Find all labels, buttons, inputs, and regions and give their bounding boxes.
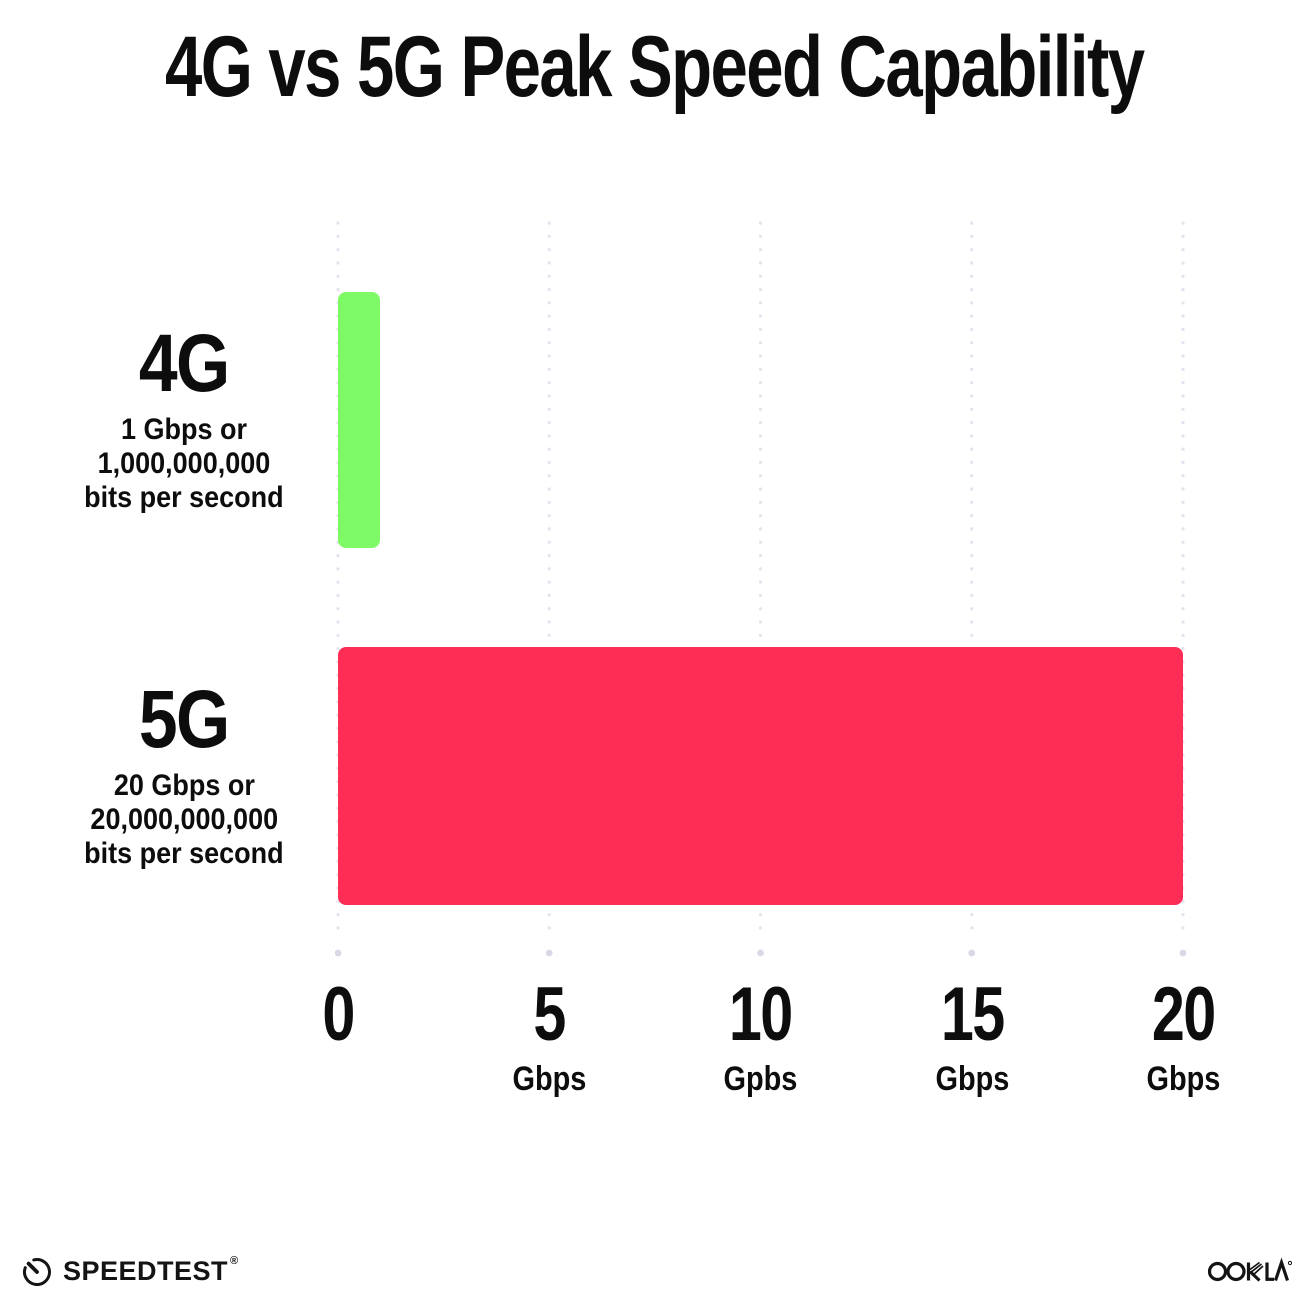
x-tick-20-number: 20 [1151, 972, 1216, 1057]
x-tick-5: 5 Gbps [419, 972, 679, 1098]
ookla-logo [1207, 1256, 1293, 1291]
speedtest-logo: SPEEDTEST ® [20, 1252, 239, 1290]
row-4g-desc-line3: bits per second [84, 480, 284, 514]
x-tick-0: 0 [208, 977, 468, 1096]
row-4g-desc-line2: 1,000,000,000 [97, 446, 271, 480]
x-tick-15-unit: Gbps [935, 1060, 1009, 1098]
speedtest-wordmark: SPEEDTEST ® [63, 1254, 239, 1286]
ookla-letter-k [1246, 1261, 1264, 1282]
x-tick-20: 20 Gbps [1053, 972, 1308, 1098]
row-5g-desc-line3: bits per second [84, 836, 284, 870]
x-tick-10-number: 10 [728, 972, 793, 1057]
x-tick-10: 10 Gpbs [630, 972, 890, 1098]
row-5g-description: 20 Gbps or 20,000,000,000 bits per secon… [73, 769, 295, 871]
ookla-letter-l [1265, 1262, 1274, 1281]
x-tick-15-number: 15 [940, 972, 1005, 1057]
x-tick-5-unit: Gbps [512, 1060, 586, 1098]
bar-4g [338, 292, 381, 548]
speedtest-gauge-icon [23, 1258, 51, 1286]
row-4g-desc-line1: 1 Gbps or [120, 412, 248, 446]
x-tick-0-number: 0 [322, 972, 355, 1057]
ookla-letter-o1 [1207, 1261, 1228, 1282]
row-5g-desc-line1: 20 Gbps or [113, 768, 255, 802]
ookla-trademark-mark [1287, 1260, 1293, 1266]
ookla-wordmark-icon [1207, 1257, 1293, 1282]
trademark-mark: ® [230, 1254, 239, 1267]
row-4g-description: 1 Gbps or 1,000,000,000 bits per second [73, 413, 295, 515]
ookla-letter-a [1273, 1257, 1290, 1282]
x-tick-15: 15 Gbps [842, 972, 1102, 1098]
bar-5g [338, 647, 1183, 905]
row-5g-desc-line2: 20,000,000,000 [90, 802, 278, 836]
row-4g-heading: 4G [139, 318, 230, 410]
x-tick-20-unit: Gbps [1146, 1060, 1220, 1098]
gridline-end-dot [545, 949, 553, 957]
x-tick-10-unit: Gpbs [723, 1060, 797, 1098]
row-5g-heading: 5G [139, 674, 230, 766]
gridline-end-dot [335, 949, 342, 957]
page-title: 4G vs 5G Peak Speed Capability [0, 18, 1308, 117]
gridline-end-dot [757, 949, 764, 957]
ookla-letter-o2 [1226, 1261, 1246, 1282]
page-title-text: 4G vs 5G Peak Speed Capability [164, 19, 1145, 115]
plot-area [335, 221, 1186, 958]
gauge-needle [26, 1261, 39, 1274]
gridline-end-dot [968, 949, 976, 957]
x-tick-5-number: 5 [533, 972, 566, 1057]
gridline-end-dot [1179, 949, 1186, 957]
row-label-4g: 4G 1 Gbps or 1,000,000,000 bits per seco… [52, 292, 316, 548]
row-label-5g: 5G 20 Gbps or 20,000,000,000 bits per se… [52, 647, 316, 905]
